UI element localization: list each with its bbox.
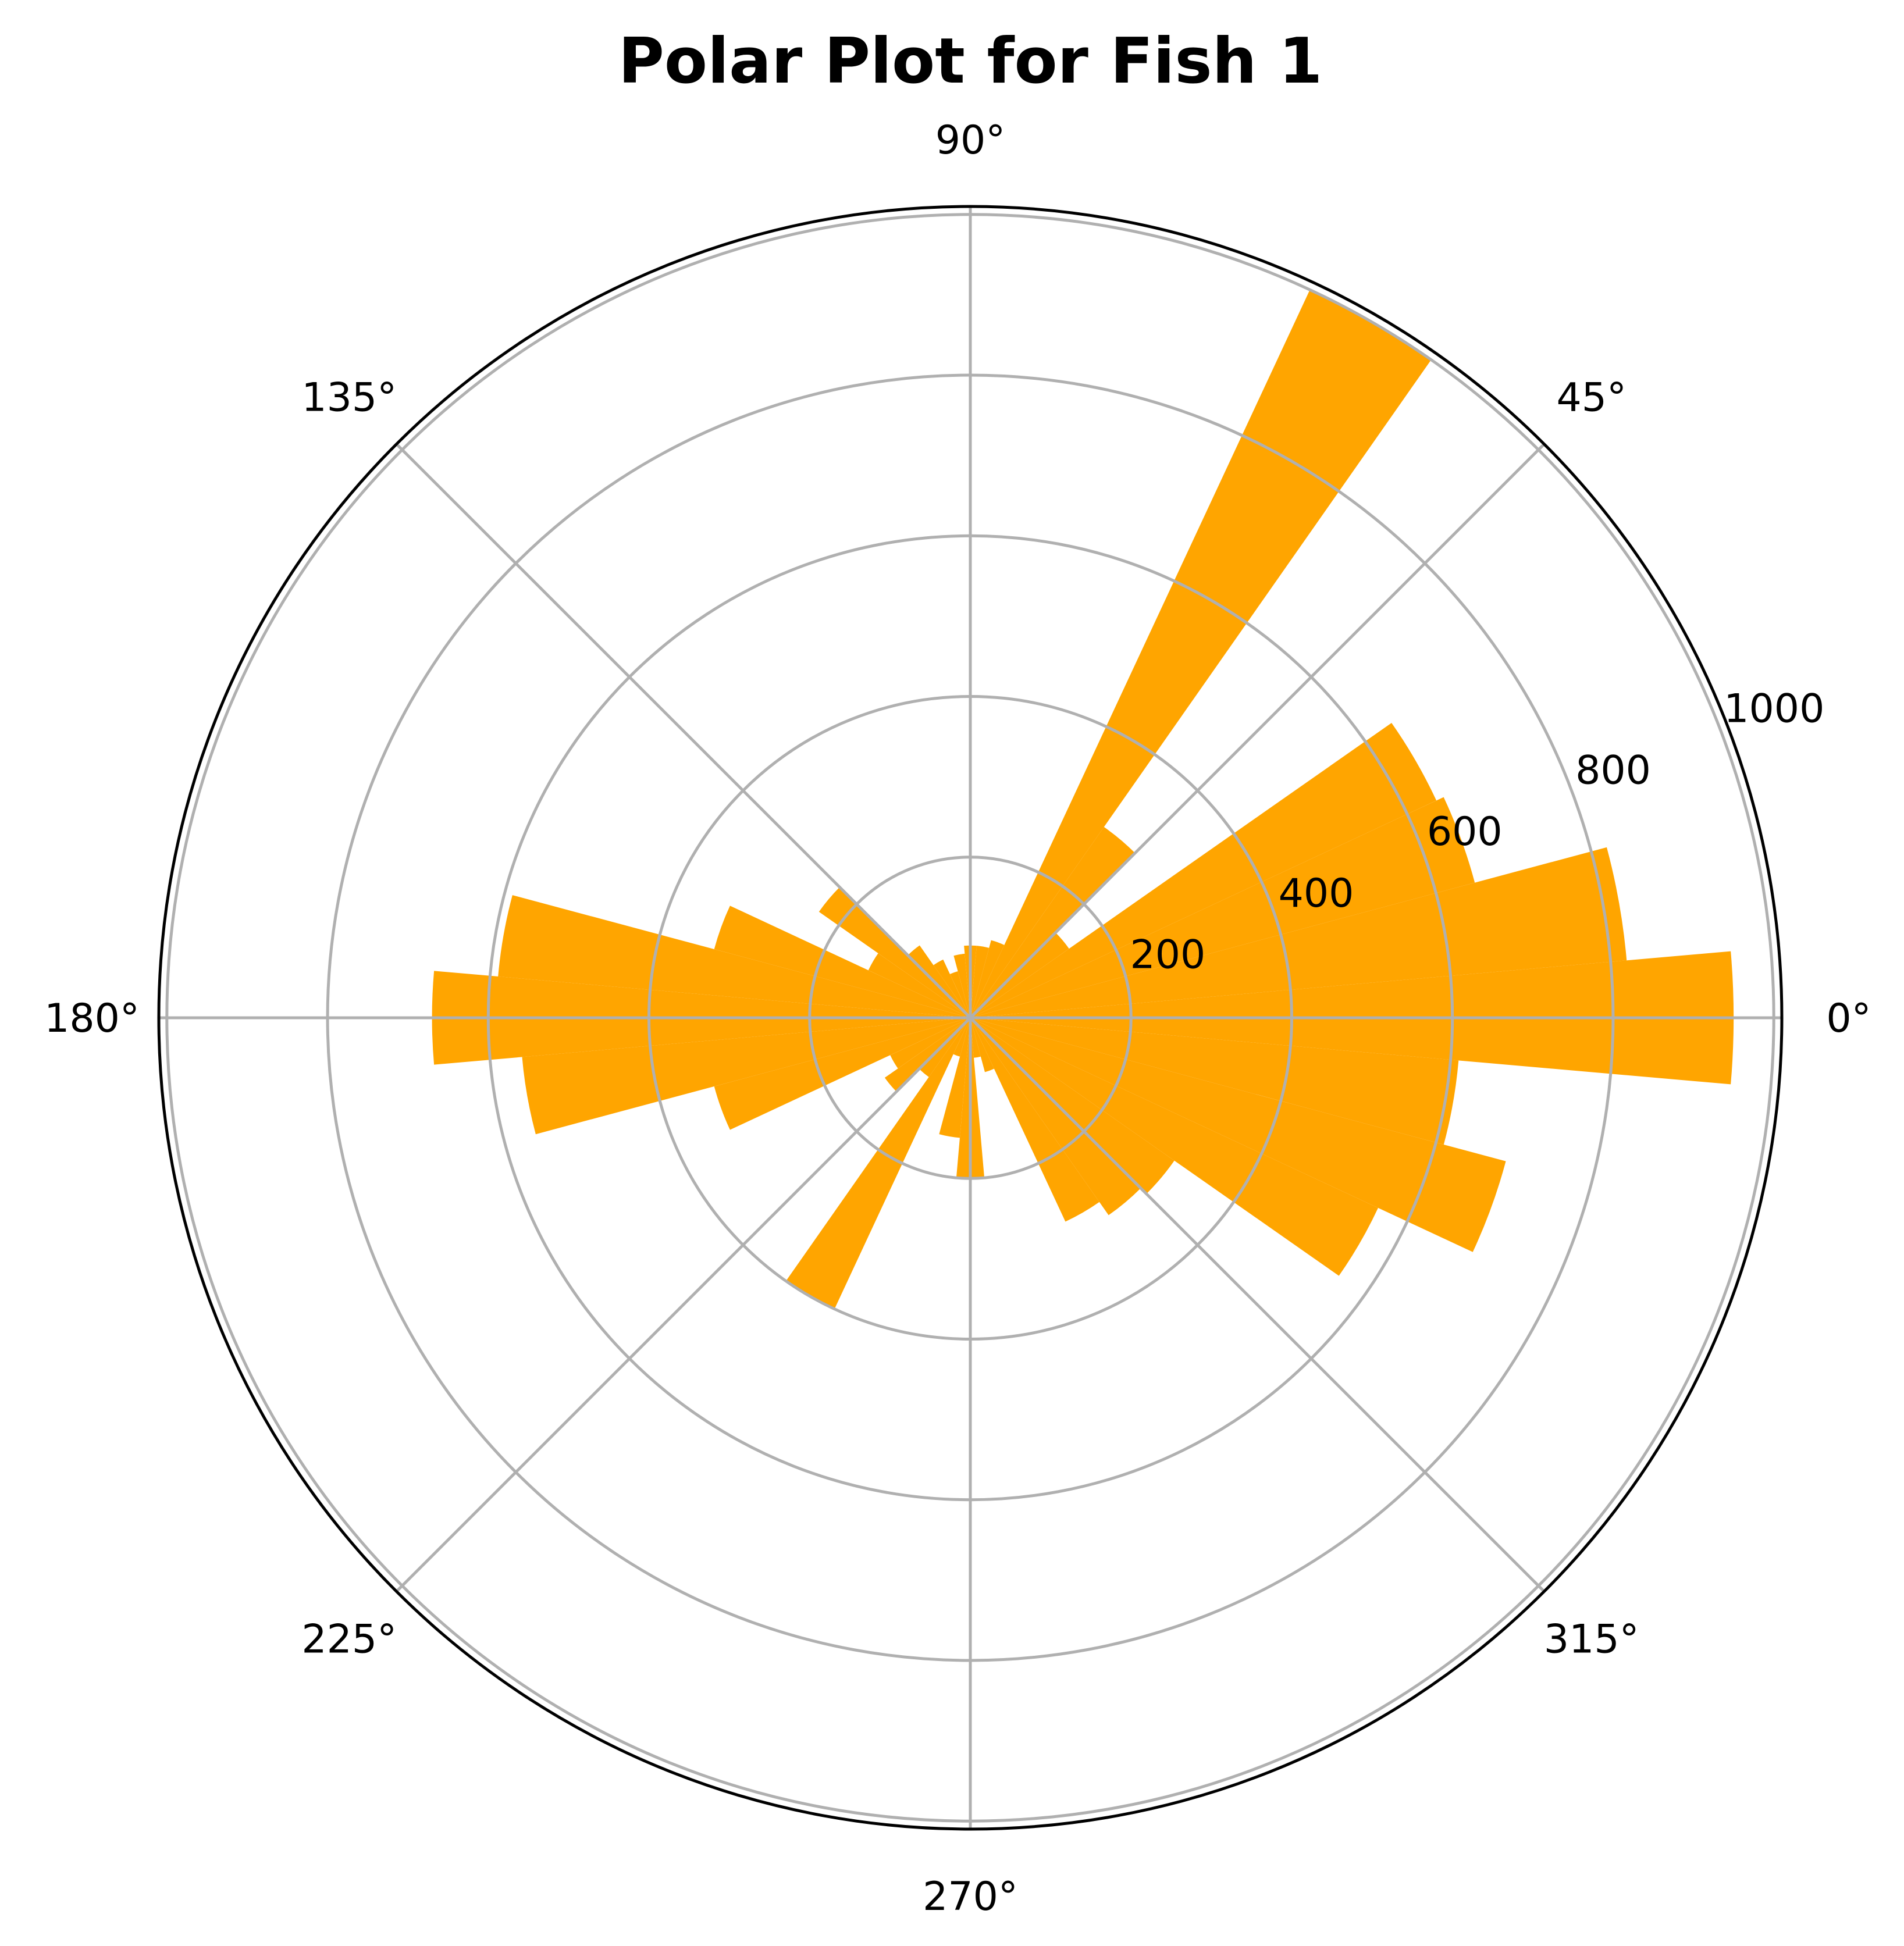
polar-bar-22 [884,1018,970,1092]
chart-title: Polar Plot for Fish 1 [618,25,1322,98]
r-tick-labels: 200 400 600 800 1000 [1130,686,1824,978]
theta-gridline-45 [969,443,1546,1019]
polar-bar-5 [970,826,1136,1018]
theta-tick-label: 90° [935,117,1006,163]
polar-bar-25 [953,1018,970,1057]
polar-bar-13 [907,945,970,1018]
theta-tick-labels: 0° 45° 90° 135° 180° 225° 270° 315° [44,117,1871,1920]
polar-bar-19 [522,1018,970,1135]
polar-bar-26 [939,1018,970,1138]
polar-bar-30 [970,1018,1099,1222]
polar-bar-32 [970,1018,1175,1194]
polar-bar-12 [933,959,970,1018]
theta-gridline-225 [395,1017,971,1593]
polar-bar-8 [970,946,990,1018]
theta-tick-label: 270° [923,1874,1018,1920]
theta-tick-label: 180° [44,996,140,1042]
polar-bar-2 [970,797,1475,1018]
r-tick-label: 400 [1279,871,1354,917]
polar-bar-35 [970,1018,1459,1145]
polar-bar-21 [890,1018,970,1069]
grid-layer [159,206,1782,1829]
r-tick-label: 200 [1130,932,1205,978]
polar-bar-3 [970,722,1437,1018]
theta-gridline-135 [395,443,971,1019]
polar-bar-1 [970,847,1627,1018]
polar-bar-14 [818,887,970,1018]
polar-bar-4 [970,932,1069,1018]
polar-bar-11 [949,971,970,1018]
polar-frame [157,205,1784,1831]
r-tick-label: 800 [1575,747,1651,793]
theta-tick-label: 45° [1556,375,1627,420]
polar-bar-24 [786,1018,970,1309]
theta-tick-label: 225° [301,1617,397,1663]
polar-bar-34 [970,1018,1506,1252]
theta-tick-label: 315° [1544,1617,1639,1663]
polar-bar-6 [970,290,1432,1018]
polar-bar-28 [970,1018,981,1058]
r-tick-label: 1000 [1724,686,1824,732]
bars-layer [432,290,1734,1309]
frame-layer [157,205,1784,1831]
polar-bar-10 [953,953,970,1018]
r-tick-label: 600 [1427,809,1503,855]
polar-bar-33 [970,1018,1378,1276]
theta-gridline-315 [969,1017,1546,1593]
polar-bar-15 [868,953,970,1018]
polar-bar-7 [970,940,1005,1018]
theta-tick-label: 135° [301,375,397,420]
polar-bar-20 [714,1018,970,1130]
polar-bar-29 [970,1018,994,1072]
polar-bar-16 [714,906,970,1018]
polar-bar-17 [498,895,970,1018]
theta-tick-label: 0° [1826,996,1871,1042]
polar-bar-31 [970,1018,1141,1216]
